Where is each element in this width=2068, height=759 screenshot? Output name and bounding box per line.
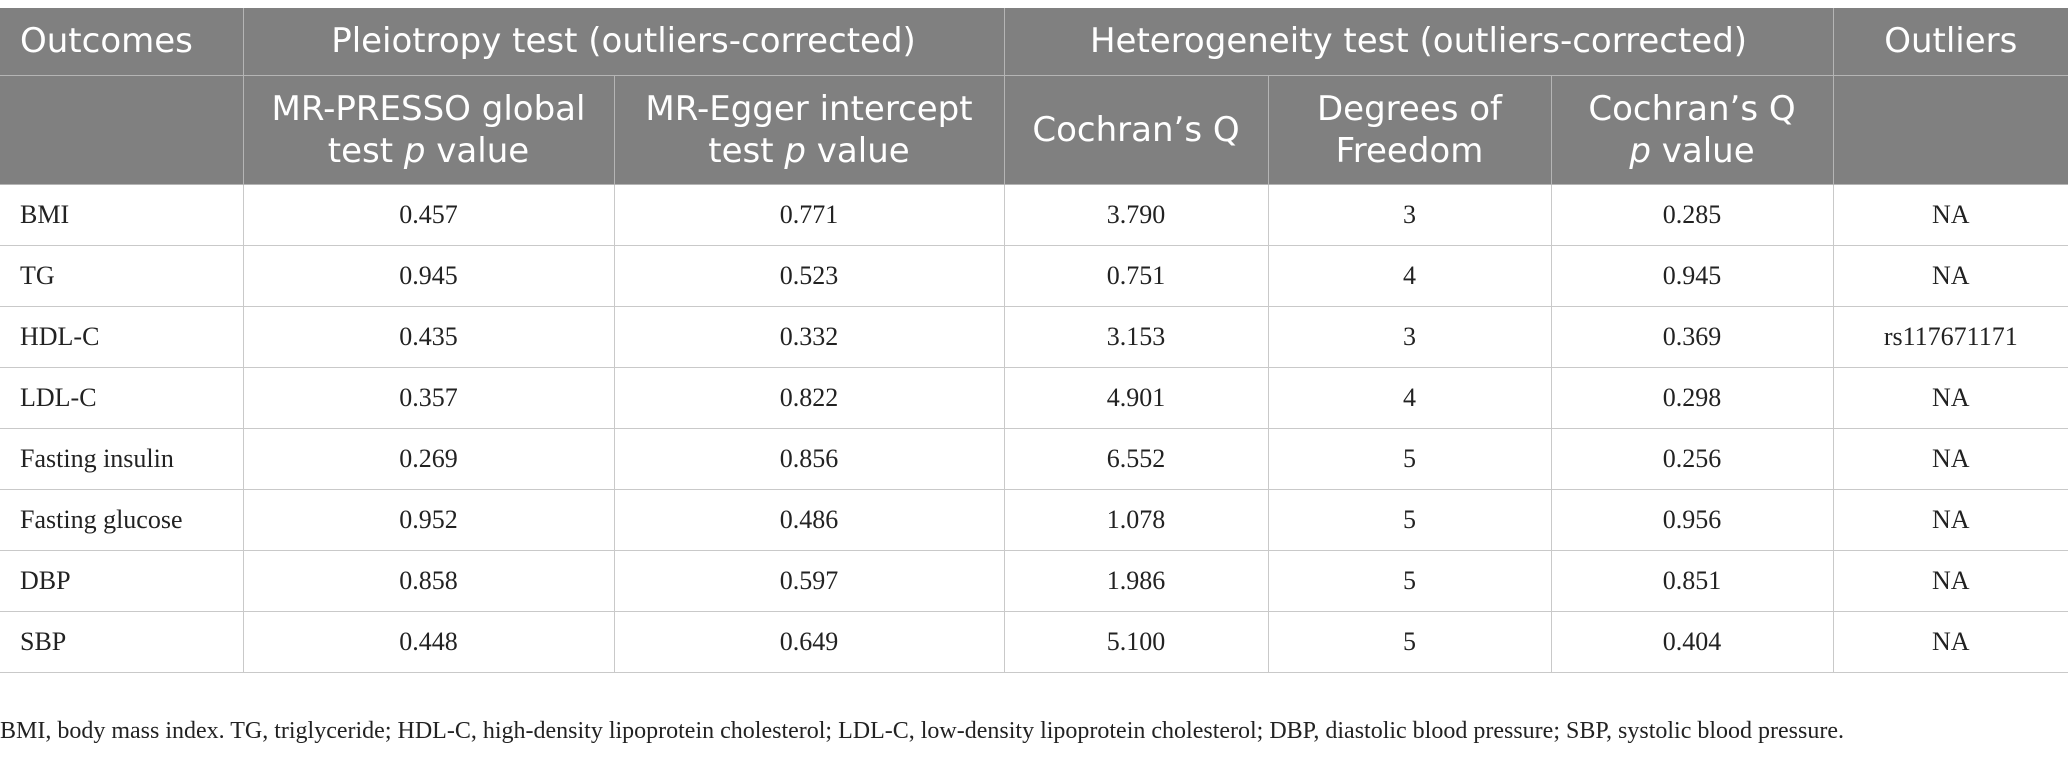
cell-presso-p: 0.448 — [243, 611, 615, 673]
cell-df: 5 — [1268, 428, 1552, 490]
cell-outliers: rs117671171 — [1833, 306, 2068, 368]
header-cochrans-q: Cochran’s Q — [1004, 75, 1269, 185]
cell-q-p: 0.256 — [1551, 428, 1834, 490]
cell-presso-p: 0.945 — [243, 245, 615, 307]
cell-outliers: NA — [1833, 184, 2068, 246]
cell-egger-p: 0.332 — [614, 306, 1005, 368]
header-mr-presso-text: MR-PRESSO global test — [271, 88, 586, 171]
cell-egger-p: 0.771 — [614, 184, 1005, 246]
cell-outcome: Fasting glucose — [0, 489, 244, 551]
cell-presso-p: 0.435 — [243, 306, 615, 368]
cell-egger-p: 0.486 — [614, 489, 1005, 551]
cell-presso-p: 0.457 — [243, 184, 615, 246]
cell-df: 4 — [1268, 367, 1552, 429]
cell-egger-p: 0.523 — [614, 245, 1005, 307]
header-mr-presso: MR-PRESSO global test p value — [243, 75, 615, 185]
table-row: SBP 0.448 0.649 5.100 5 0.404 NA — [0, 611, 2068, 673]
cell-q-p: 0.298 — [1551, 367, 1834, 429]
table-row: Fasting insulin 0.269 0.856 6.552 5 0.25… — [0, 428, 2068, 490]
cell-df: 5 — [1268, 489, 1552, 551]
table-footnote: BMI, body mass index. TG, triglyceride; … — [0, 718, 1845, 744]
header-outliers-sub — [1833, 75, 2068, 185]
header-cochrans-q-p-italic: p — [1629, 130, 1651, 171]
cell-outcome: Fasting insulin — [0, 428, 244, 490]
cell-df: 5 — [1268, 611, 1552, 673]
table-row: BMI 0.457 0.771 3.790 3 0.285 NA — [0, 184, 2068, 246]
cell-outliers: NA — [1833, 367, 2068, 429]
cell-df: 3 — [1268, 184, 1552, 246]
table-row: Fasting glucose 0.952 0.486 1.078 5 0.95… — [0, 489, 2068, 551]
cell-presso-p: 0.269 — [243, 428, 615, 490]
header-heterogeneity-test: Heterogeneity test (outliers-corrected) — [1004, 8, 1834, 76]
cell-presso-p: 0.952 — [243, 489, 615, 551]
cell-egger-p: 0.649 — [614, 611, 1005, 673]
header-cochrans-q-p: Cochran’s Q p value — [1551, 75, 1834, 185]
cell-q-p: 0.945 — [1551, 245, 1834, 307]
cell-cochrans-q: 3.790 — [1004, 184, 1269, 246]
table-header: Outcomes Pleiotropy test (outliers-corre… — [0, 8, 2068, 185]
cell-df: 4 — [1268, 245, 1552, 307]
cell-outliers: NA — [1833, 550, 2068, 612]
cell-outcome: LDL-C — [0, 367, 244, 429]
cell-outcome: DBP — [0, 550, 244, 612]
cell-q-p: 0.851 — [1551, 550, 1834, 612]
cell-cochrans-q: 4.901 — [1004, 367, 1269, 429]
cell-egger-p: 0.597 — [614, 550, 1005, 612]
results-table-container: Outcomes Pleiotropy test (outliers-corre… — [0, 8, 2068, 673]
cell-cochrans-q: 0.751 — [1004, 245, 1269, 307]
cell-outliers: NA — [1833, 245, 2068, 307]
table-body: BMI 0.457 0.771 3.790 3 0.285 NA TG 0.94… — [0, 184, 2068, 673]
cell-outcome: SBP — [0, 611, 244, 673]
cell-cochrans-q: 1.986 — [1004, 550, 1269, 612]
header-mr-presso-p: p — [403, 130, 426, 171]
header-outcomes-sub — [0, 75, 244, 185]
cell-cochrans-q: 5.100 — [1004, 611, 1269, 673]
header-mr-egger-text: MR-Egger intercept test — [645, 88, 973, 171]
header-row-groups: Outcomes Pleiotropy test (outliers-corre… — [0, 8, 2068, 76]
cell-q-p: 0.404 — [1551, 611, 1834, 673]
header-pleiotropy-test: Pleiotropy test (outliers-corrected) — [243, 8, 1005, 76]
cell-outliers: NA — [1833, 611, 2068, 673]
cell-outliers: NA — [1833, 428, 2068, 490]
cell-q-p: 0.285 — [1551, 184, 1834, 246]
header-mr-egger-suffix: value — [806, 130, 910, 171]
header-row-columns: MR-PRESSO global test p value MR-Egger i… — [0, 75, 2068, 185]
table-row: LDL-C 0.357 0.822 4.901 4 0.298 NA — [0, 367, 2068, 429]
cell-cochrans-q: 3.153 — [1004, 306, 1269, 368]
cell-egger-p: 0.856 — [614, 428, 1005, 490]
header-outcomes: Outcomes — [0, 8, 244, 76]
header-mr-egger-p: p — [784, 130, 806, 171]
cell-outcome: HDL-C — [0, 306, 244, 368]
cell-presso-p: 0.858 — [243, 550, 615, 612]
table-row: TG 0.945 0.523 0.751 4 0.945 NA — [0, 245, 2068, 307]
cell-outcome: TG — [0, 245, 244, 307]
cell-df: 5 — [1268, 550, 1552, 612]
cell-egger-p: 0.822 — [614, 367, 1005, 429]
header-mr-egger: MR-Egger intercept test p value — [614, 75, 1005, 185]
mr-sensitivity-table: Outcomes Pleiotropy test (outliers-corre… — [0, 8, 2068, 673]
header-outliers: Outliers — [1833, 8, 2068, 76]
header-degrees-of-freedom: Degrees of Freedom — [1268, 75, 1552, 185]
header-mr-presso-suffix: value — [425, 130, 530, 171]
header-cochrans-q-p-suffix: value — [1650, 130, 1755, 171]
cell-q-p: 0.956 — [1551, 489, 1834, 551]
cell-q-p: 0.369 — [1551, 306, 1834, 368]
cell-cochrans-q: 1.078 — [1004, 489, 1269, 551]
cell-df: 3 — [1268, 306, 1552, 368]
cell-outliers: NA — [1833, 489, 2068, 551]
cell-cochrans-q: 6.552 — [1004, 428, 1269, 490]
cell-presso-p: 0.357 — [243, 367, 615, 429]
header-cochrans-q-p-text: Cochran’s Q — [1588, 88, 1796, 129]
table-row: HDL-C 0.435 0.332 3.153 3 0.369 rs117671… — [0, 306, 2068, 368]
cell-outcome: BMI — [0, 184, 244, 246]
table-row: DBP 0.858 0.597 1.986 5 0.851 NA — [0, 550, 2068, 612]
